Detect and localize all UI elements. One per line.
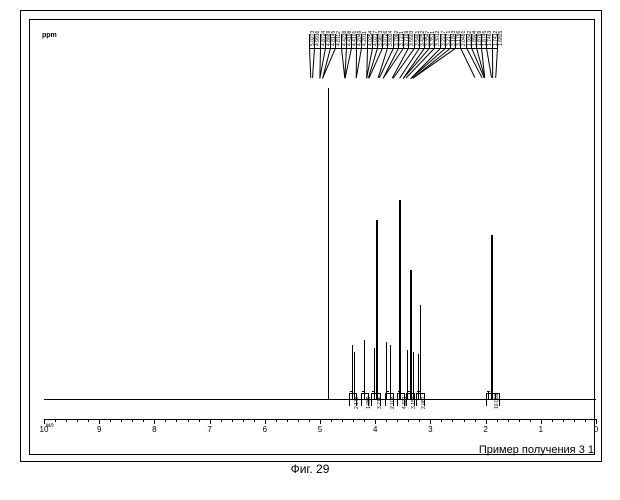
integral-value: 2.175 <box>354 396 360 409</box>
axis-major-tick <box>486 419 487 424</box>
axis-tick-label: 3 <box>428 425 432 434</box>
integral-value: 2.087 <box>421 396 427 409</box>
axis-minor-tick <box>243 419 244 422</box>
axis-minor-tick <box>132 419 133 422</box>
axis-minor-tick <box>508 419 509 422</box>
spectrum-peak <box>399 200 401 400</box>
integrals-row: 2.1751.0893.2162.1084.3213.1542.08710.00… <box>38 391 602 411</box>
integral-value: 2.108 <box>390 396 396 409</box>
spectrum-peak <box>420 305 422 400</box>
axis-minor-tick <box>309 419 310 422</box>
figure-caption: Фиг. 29 <box>20 462 600 476</box>
spectrum-peak <box>491 235 493 400</box>
axis-minor-tick <box>88 419 89 422</box>
axis-minor-tick <box>110 419 111 422</box>
axis-minor-tick <box>342 419 343 422</box>
axis-minor-tick <box>364 419 365 422</box>
x-axis: 2.1751.0893.2162.1084.3213.1542.08710.00… <box>38 391 602 446</box>
axis-minor-tick <box>475 419 476 422</box>
axis-minor-tick <box>419 419 420 422</box>
spectrum-peak <box>328 88 330 400</box>
axis-major-tick <box>154 419 155 424</box>
peak-label-stem <box>312 48 315 78</box>
axis-major-tick <box>320 419 321 424</box>
axis-major-tick <box>430 419 431 424</box>
axis-minor-tick <box>298 419 299 422</box>
axis-major-tick <box>375 419 376 424</box>
axis-minor-tick <box>199 419 200 422</box>
axis-minor-tick <box>519 419 520 422</box>
axis-minor-tick <box>287 419 288 422</box>
axis-major-tick <box>541 419 542 424</box>
axis-tick-label: 5 <box>318 425 322 434</box>
axis-minor-tick <box>574 419 575 422</box>
axis-minor-tick <box>276 419 277 422</box>
axis-minor-tick <box>408 419 409 422</box>
axis-minor-tick <box>331 419 332 422</box>
axis-tick-label: 8 <box>152 425 156 434</box>
axis-major-tick <box>99 419 100 424</box>
axis-minor-tick <box>221 419 222 422</box>
example-label: Пример получения 3 1 <box>479 444 594 456</box>
axis-tick-label: 9 <box>97 425 101 434</box>
axis-minor-tick <box>441 419 442 422</box>
axis-minor-tick <box>188 419 189 422</box>
axis-major-tick <box>44 419 45 424</box>
axis-minor-tick <box>397 419 398 422</box>
axis-tick-label: 7 <box>207 425 211 434</box>
spectrum-peak <box>410 270 412 400</box>
axis-minor-tick <box>386 419 387 422</box>
axis-minor-tick <box>165 419 166 422</box>
axis-tick-label: 6 <box>263 425 267 434</box>
axis-tick-label: 4 <box>373 425 377 434</box>
axis-minor-tick <box>143 419 144 422</box>
axis-tick-label: 2 <box>483 425 487 434</box>
axis-major-tick <box>596 419 597 424</box>
axis-minor-tick <box>353 419 354 422</box>
axis-minor-tick <box>552 419 553 422</box>
peak-label-stem <box>356 48 362 78</box>
axis-minor-tick <box>563 419 564 422</box>
peak-label-stem <box>309 48 311 78</box>
peak-labels-region: 5.02734.99164.87244.86894.81454.81124.42… <box>30 34 594 84</box>
axis-minor-tick <box>585 419 586 422</box>
axis-major-tick <box>265 419 266 424</box>
nmr-spectrum <box>38 80 602 400</box>
axis-minor-tick <box>464 419 465 422</box>
peak-value-label: 1.6825 <box>498 31 504 46</box>
integral-value: 3.216 <box>377 396 383 409</box>
peak-label-stem <box>495 48 498 78</box>
axis-minor-tick <box>452 419 453 422</box>
axis-tick-label: 1 <box>539 425 543 434</box>
axis-tick-label: 10 <box>40 425 49 434</box>
axis-minor-tick <box>121 419 122 422</box>
axis-minor-tick <box>254 419 255 422</box>
axis-minor-tick <box>497 419 498 422</box>
integral-value: 10.000 <box>494 394 500 409</box>
axis-minor-tick <box>530 419 531 422</box>
axis-minor-tick <box>176 419 177 422</box>
outer-frame: ppm 5.02734.99164.87244.86894.81454.8112… <box>20 10 602 462</box>
axis-minor-tick <box>77 419 78 422</box>
spectrum-peak <box>376 220 378 400</box>
axis-major-tick <box>210 419 211 424</box>
peak-label-stem <box>492 48 493 78</box>
inner-frame: ppm 5.02734.99164.87244.86894.81454.8112… <box>29 19 595 455</box>
axis-tick-label: 0 <box>594 425 598 434</box>
axis-minor-tick <box>55 419 56 422</box>
axis-minor-tick <box>66 419 67 422</box>
axis-minor-tick <box>232 419 233 422</box>
